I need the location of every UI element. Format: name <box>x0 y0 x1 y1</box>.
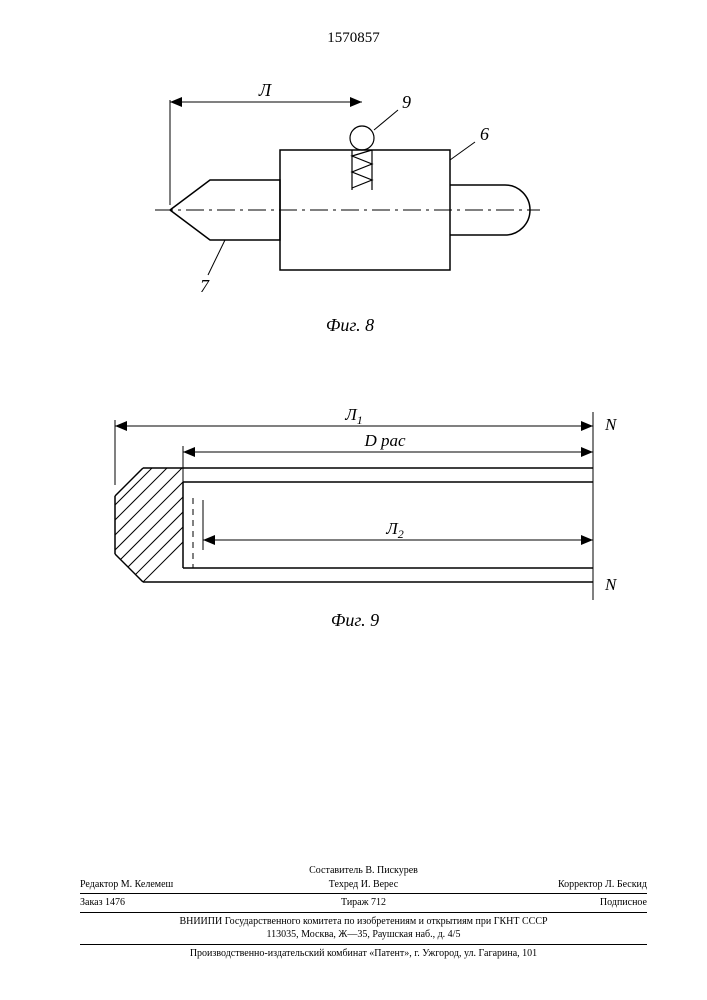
fig9-caption: Фиг. 9 <box>75 610 635 631</box>
footer-colophon: Составитель В. Пискурев Редактор М. Келе… <box>80 864 647 960</box>
fig9-dim-L2 <box>203 500 593 550</box>
figure-8: Л <box>130 70 570 330</box>
footer-circulation: Тираж 712 <box>269 896 458 910</box>
fig8-caption: Фиг. 8 <box>130 315 570 336</box>
fig8-callouts <box>208 110 475 275</box>
footer-order: Заказ 1476 <box>80 896 269 910</box>
footer-editor: Редактор М. Келемеш <box>80 878 269 892</box>
fig9-outer-pipe <box>115 468 593 582</box>
footer-corrector: Корректор Л. Бескид <box>458 878 647 892</box>
fig9-dim-D <box>183 446 593 500</box>
page: 1570857 Л <box>0 0 707 1000</box>
figure-9: Л1 D рас <box>75 400 635 630</box>
fig9-hatching <box>95 400 215 630</box>
footer-tech-editor: Техред И. Верес <box>269 878 458 892</box>
fig8-dim-label-L: Л <box>258 80 273 100</box>
fig8-callout-9: 9 <box>402 92 411 112</box>
fig8-callout-6: 6 <box>480 124 489 144</box>
fig9-dim-D-label: D рас <box>363 431 406 450</box>
footer-compiler: Составитель В. Пискурев <box>269 864 458 878</box>
fig9-dim-L1 <box>115 412 593 600</box>
fig8-part-9-spring-ball <box>350 126 374 190</box>
footer-publisher: Производственно-издательский комбинат «П… <box>80 947 647 961</box>
fig9-N-top: N <box>604 415 618 434</box>
fig8-callout-7: 7 <box>200 276 210 296</box>
fig9-dim-L2-label: Л2 <box>385 519 404 541</box>
fig9-dim-L1-label: Л1 <box>344 405 363 427</box>
footer-org-line2: 113035, Москва, Ж—35, Раушская наб., д. … <box>80 928 647 942</box>
footer-org-line1: ВНИИПИ Государственного комитета по изоб… <box>80 915 647 929</box>
footer-subscription: Подписное <box>458 896 647 910</box>
fig9-N-bottom: N <box>604 575 618 594</box>
document-number: 1570857 <box>0 30 707 47</box>
